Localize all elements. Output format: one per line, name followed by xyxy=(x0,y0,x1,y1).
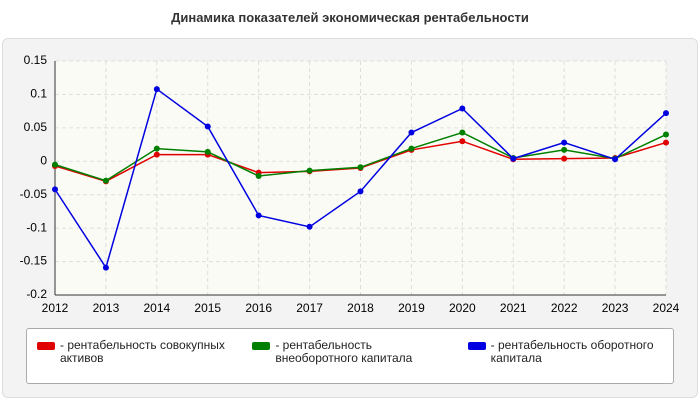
x-tick-label: 2022 xyxy=(551,301,578,315)
y-tick-label: -0.2 xyxy=(26,287,47,301)
y-tick-label: 0.05 xyxy=(24,120,48,134)
point xyxy=(153,86,160,93)
y-tick-label: 0 xyxy=(40,153,47,167)
legend: - рентабельность совокупных активов - рен… xyxy=(26,328,674,384)
legend-swatch xyxy=(37,342,55,350)
y-tick-label: -0.1 xyxy=(26,220,47,234)
legend-item: - рентабельность оборотного капитала xyxy=(458,329,673,383)
point xyxy=(306,223,313,230)
point xyxy=(357,188,364,195)
point xyxy=(459,129,466,136)
x-tick-label: 2024 xyxy=(653,301,680,315)
point xyxy=(204,148,211,155)
x-tick-label: 2023 xyxy=(602,301,629,315)
point xyxy=(204,123,211,130)
point xyxy=(255,212,262,219)
point xyxy=(102,264,109,271)
legend-label: - рентабельность оборотного капитала xyxy=(490,338,654,365)
point xyxy=(459,138,466,145)
legend-label: - рентабельность совокупных активов xyxy=(60,338,225,365)
y-tick-label: 0.1 xyxy=(30,87,47,101)
point xyxy=(153,151,160,158)
x-tick-label: 2015 xyxy=(194,301,221,315)
point xyxy=(408,145,415,152)
legend-item: - рентабельность совокупных активов xyxy=(27,329,242,383)
y-tick-label: 0.15 xyxy=(24,53,48,67)
point xyxy=(459,105,466,112)
point xyxy=(52,186,58,193)
point xyxy=(663,110,669,117)
point xyxy=(255,172,262,179)
x-tick-label: 2020 xyxy=(449,301,476,315)
legend-swatch xyxy=(467,342,486,350)
x-tick-label: 2012 xyxy=(42,301,69,315)
point xyxy=(153,145,160,152)
x-tick-label: 2016 xyxy=(245,301,272,315)
point xyxy=(561,146,568,153)
legend-item: - рентабельность внеоборотного капитала xyxy=(242,329,457,383)
legend-label: - рентабельность внеоборотного капитала xyxy=(275,338,413,365)
point xyxy=(510,155,517,162)
chart-title: Динамика показателей экономическая рента… xyxy=(171,10,529,25)
point xyxy=(663,131,669,138)
legend-swatch xyxy=(252,342,271,350)
point xyxy=(357,164,364,171)
x-tick-label: 2021 xyxy=(500,301,527,315)
x-tick-label: 2019 xyxy=(398,301,425,315)
point xyxy=(102,177,109,184)
point xyxy=(561,139,568,146)
point xyxy=(663,139,669,146)
point xyxy=(561,155,568,162)
y-tick-label: -0.05 xyxy=(20,187,48,201)
point xyxy=(306,167,313,174)
x-tick-label: 2014 xyxy=(143,301,170,315)
y-tick-label: -0.15 xyxy=(20,254,48,268)
x-tick-label: 2017 xyxy=(296,301,323,315)
point xyxy=(52,161,58,168)
point xyxy=(408,129,415,136)
x-tick-label: 2013 xyxy=(93,301,120,315)
x-tick-label: 2018 xyxy=(347,301,374,315)
point xyxy=(612,156,619,163)
